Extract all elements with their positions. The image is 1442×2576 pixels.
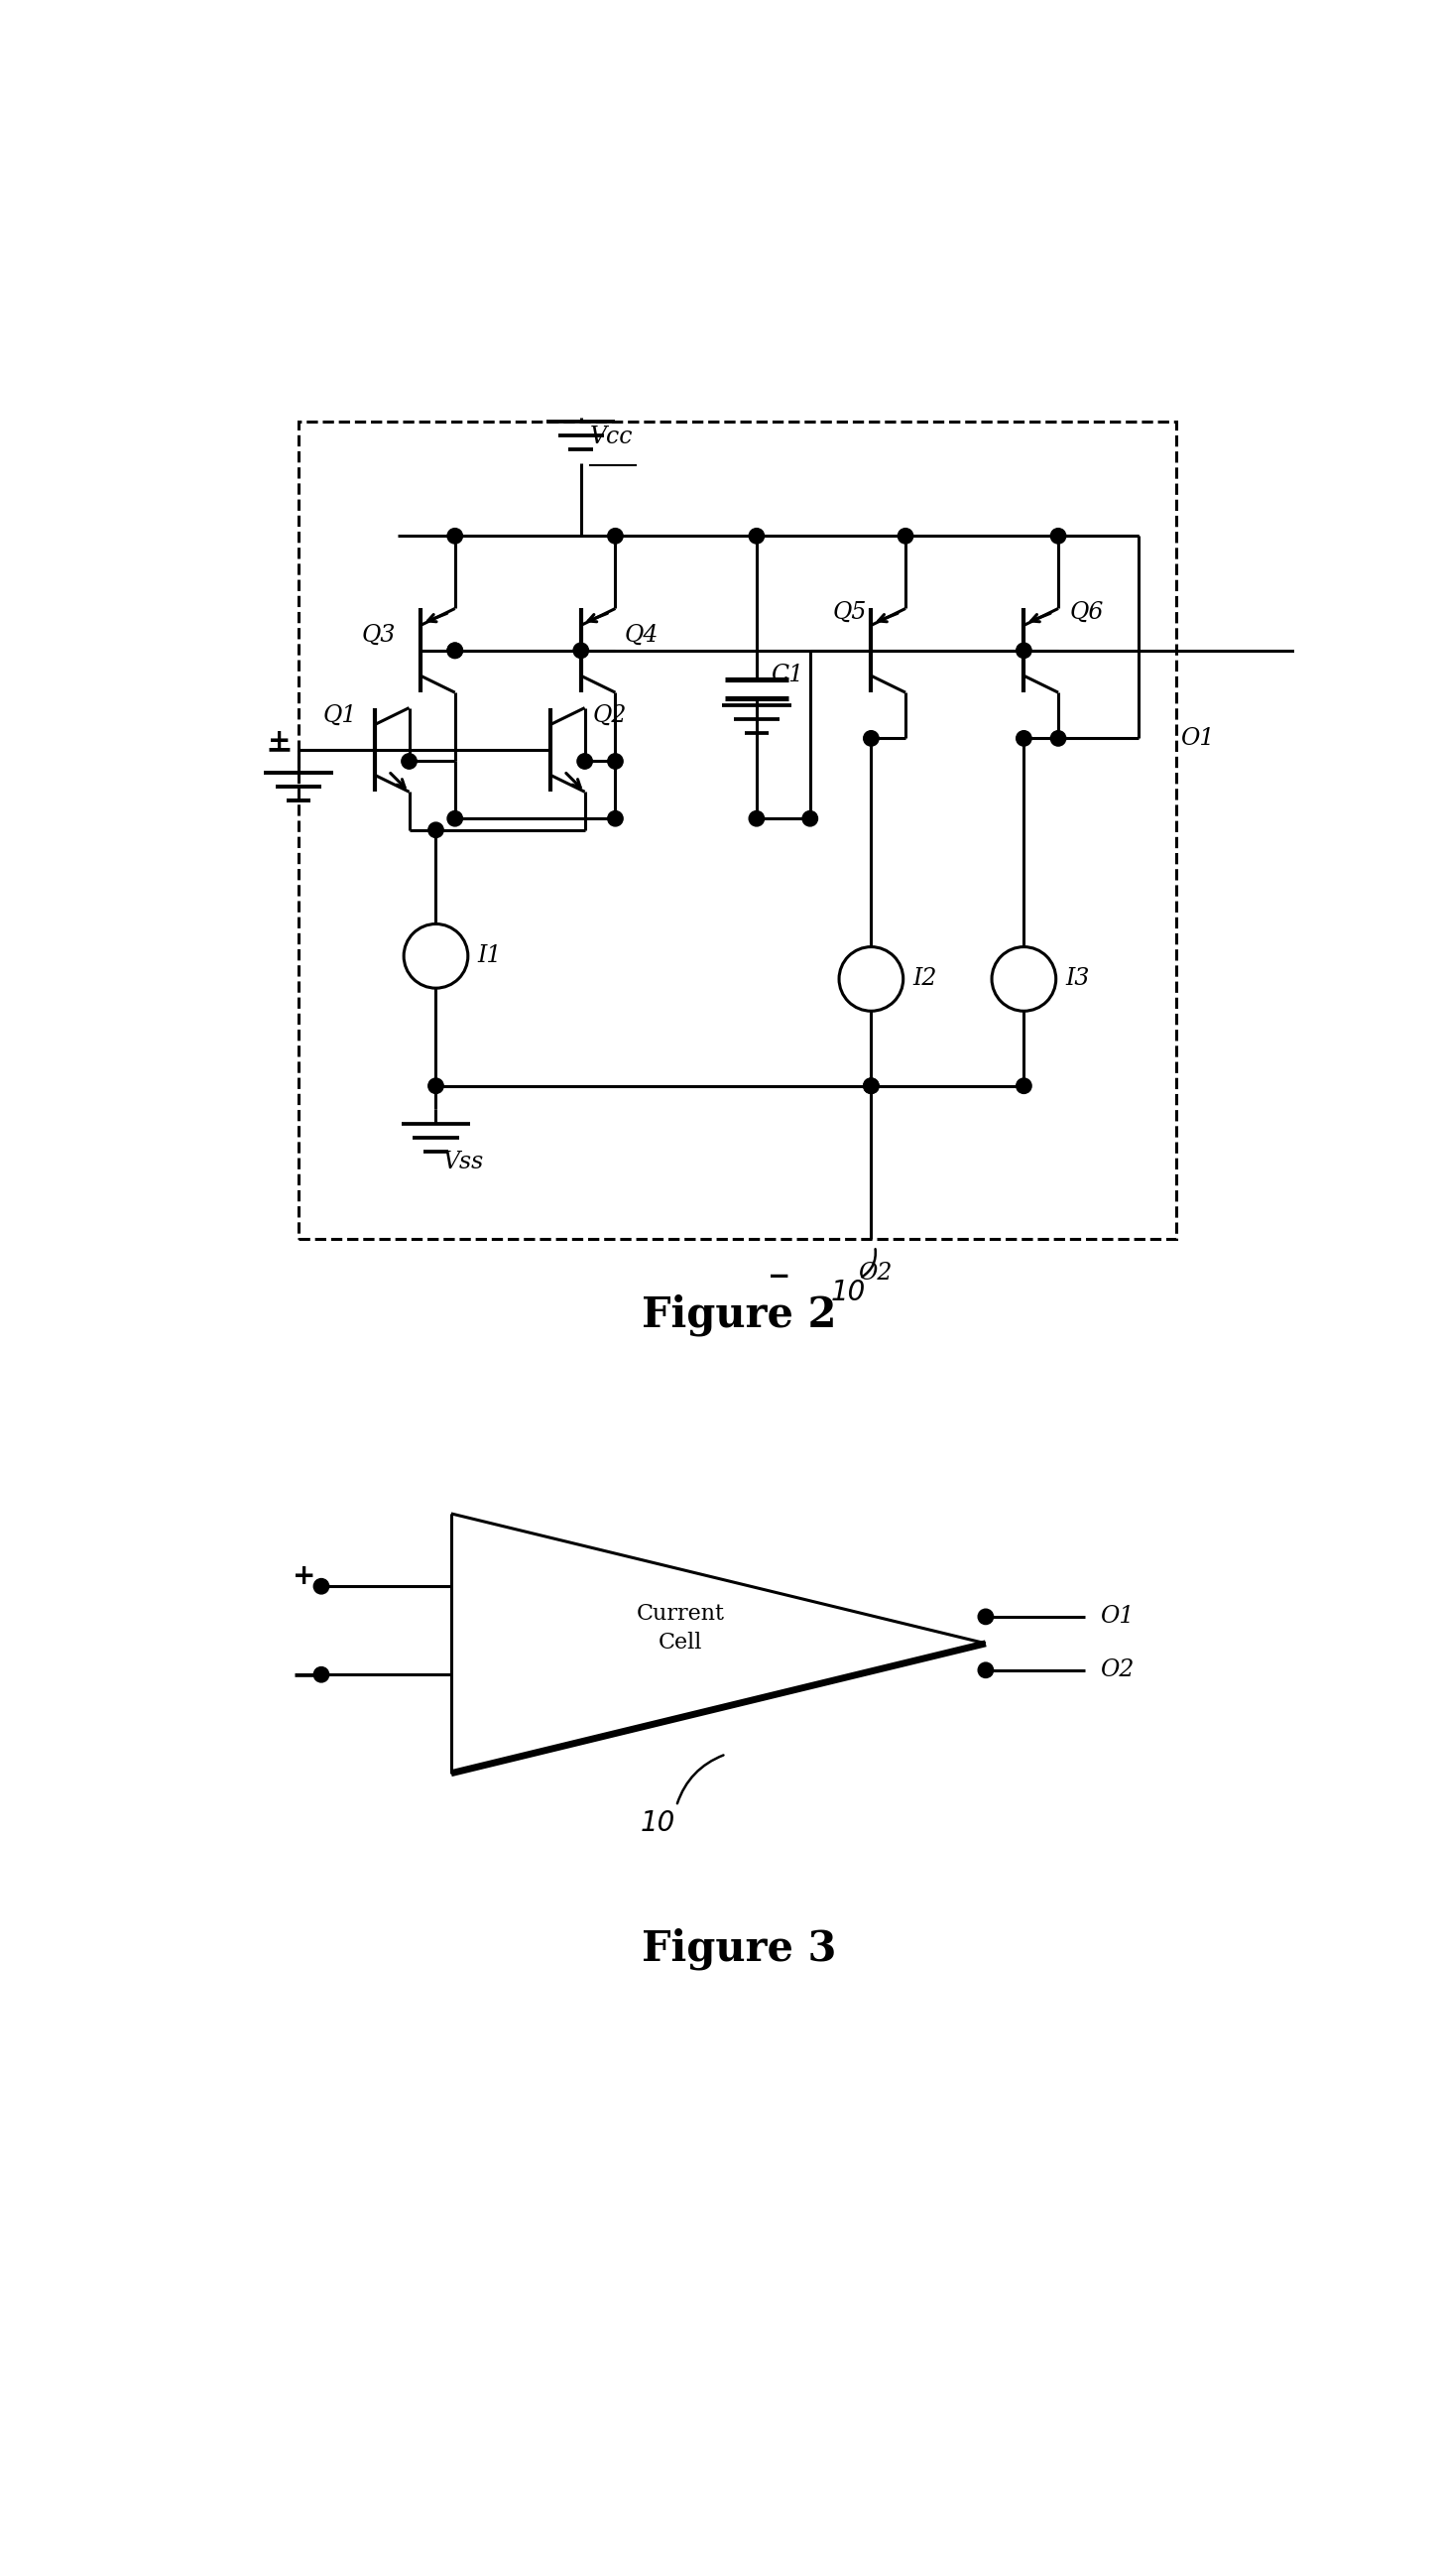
Circle shape — [447, 528, 463, 544]
Circle shape — [1017, 732, 1031, 747]
Text: C1: C1 — [770, 665, 803, 685]
Text: −: − — [769, 1262, 792, 1291]
Text: Q5: Q5 — [833, 600, 867, 623]
Text: Q1: Q1 — [323, 703, 358, 726]
FancyArrowPatch shape — [862, 1249, 875, 1278]
Text: I1: I1 — [477, 945, 502, 969]
Text: Vss: Vss — [444, 1151, 485, 1175]
Circle shape — [1017, 1079, 1031, 1095]
Text: I3: I3 — [1066, 969, 1090, 989]
Circle shape — [314, 1667, 329, 1682]
Circle shape — [978, 1610, 994, 1625]
Text: Current
Cell: Current Cell — [636, 1602, 724, 1654]
Circle shape — [748, 811, 764, 827]
Text: I2: I2 — [913, 969, 937, 989]
Text: O1: O1 — [1181, 726, 1214, 750]
Text: +: + — [293, 1564, 316, 1589]
Text: −: − — [291, 1659, 319, 1690]
Circle shape — [428, 1079, 444, 1095]
Circle shape — [864, 1079, 878, 1095]
Circle shape — [802, 811, 818, 827]
Circle shape — [428, 822, 444, 837]
Circle shape — [574, 644, 588, 657]
Circle shape — [1017, 644, 1031, 657]
Text: Q4: Q4 — [624, 623, 659, 647]
Circle shape — [401, 755, 417, 768]
Circle shape — [607, 755, 623, 768]
Bar — [298, 422, 1177, 1239]
Circle shape — [447, 644, 463, 657]
Text: Figure 3: Figure 3 — [642, 1927, 836, 1971]
Circle shape — [314, 1579, 329, 1595]
Circle shape — [978, 1662, 994, 1677]
FancyArrowPatch shape — [678, 1754, 724, 1803]
Circle shape — [839, 948, 903, 1010]
Circle shape — [748, 528, 764, 544]
Circle shape — [1051, 528, 1066, 544]
Text: Vcc: Vcc — [590, 425, 633, 448]
Circle shape — [1051, 732, 1066, 747]
Text: −: − — [265, 734, 293, 765]
Text: Q6: Q6 — [1070, 600, 1103, 623]
Text: +: + — [268, 726, 291, 755]
Text: Q2: Q2 — [593, 703, 626, 726]
Circle shape — [447, 644, 463, 657]
Text: 10: 10 — [831, 1278, 865, 1306]
Text: Figure 2: Figure 2 — [642, 1293, 836, 1337]
Circle shape — [898, 528, 913, 544]
Text: 10: 10 — [640, 1808, 675, 1837]
Circle shape — [577, 755, 593, 768]
Circle shape — [992, 948, 1056, 1010]
Circle shape — [607, 528, 623, 544]
Circle shape — [864, 1079, 878, 1095]
Text: Q3: Q3 — [362, 623, 395, 647]
Circle shape — [607, 811, 623, 827]
Text: O2: O2 — [1100, 1659, 1135, 1682]
Circle shape — [404, 925, 469, 989]
Circle shape — [447, 811, 463, 827]
Text: O1: O1 — [1100, 1605, 1135, 1628]
Text: O2: O2 — [858, 1262, 893, 1285]
Circle shape — [864, 732, 878, 747]
